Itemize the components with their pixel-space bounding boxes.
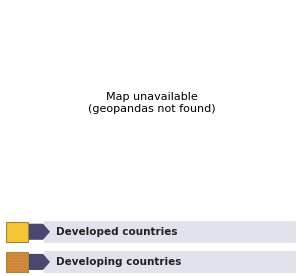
Text: Map unavailable
(geopandas not found): Map unavailable (geopandas not found) bbox=[88, 92, 216, 114]
Bar bbox=[6, 252, 28, 272]
Polygon shape bbox=[29, 224, 50, 240]
Polygon shape bbox=[29, 254, 50, 270]
Text: Developing countries: Developing countries bbox=[56, 257, 181, 267]
FancyBboxPatch shape bbox=[44, 251, 296, 273]
FancyBboxPatch shape bbox=[44, 221, 296, 243]
Bar bbox=[6, 252, 28, 272]
Bar bbox=[6, 222, 28, 242]
Text: Developed countries: Developed countries bbox=[56, 227, 178, 237]
